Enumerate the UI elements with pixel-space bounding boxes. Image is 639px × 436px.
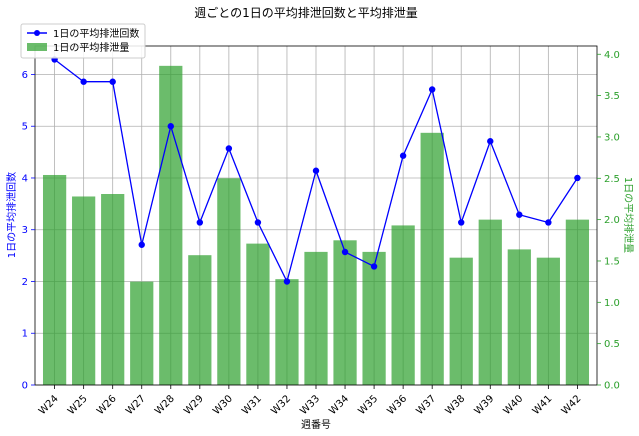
bar-series: [42, 65, 590, 385]
bar: [217, 178, 241, 385]
bar: [420, 132, 444, 385]
line-point: [341, 248, 349, 256]
line-point: [138, 241, 145, 248]
legend-line-dot: [34, 30, 40, 36]
x-tick-label: W27: [124, 393, 148, 417]
bar: [275, 279, 299, 385]
x-tick-label: W30: [211, 393, 235, 417]
legend-bar-swatch: [27, 43, 47, 51]
bar: [391, 225, 415, 385]
y-right-tick-label: 0.5: [604, 339, 620, 350]
y-left-tick-label: 2: [22, 277, 28, 288]
bar: [188, 255, 212, 385]
y-right-tick-label: 1.0: [604, 298, 620, 309]
bar: [536, 257, 560, 385]
y-right-tick-label: 3.0: [604, 132, 620, 143]
x-tick-label: W32: [269, 393, 293, 417]
line-point: [545, 219, 552, 226]
bar: [101, 194, 125, 385]
x-tick-label: W29: [182, 393, 206, 417]
line-point: [283, 278, 291, 285]
x-tick-label: W42: [560, 393, 584, 417]
bar: [72, 196, 96, 385]
legend-label-line: 1日の平均排泄回数: [53, 27, 139, 40]
y-axis-left-label: 1日の平均排泄回数: [5, 172, 18, 258]
line-point: [312, 167, 320, 174]
bar: [362, 251, 386, 385]
bar: [449, 257, 473, 385]
y-axis-right: 0.0 0.5 1.0 1.5 2.0 2.5 3.0 3.5 4.0: [597, 50, 620, 392]
line-series: [51, 56, 581, 285]
chart-title: 週ごとの1日の平均排泄回数と平均排泄量: [194, 5, 418, 20]
x-tick-label: W40: [502, 393, 526, 417]
line-point: [80, 78, 87, 85]
legend-label-bar: 1日の平均排泄量: [53, 41, 129, 54]
y-left-tick-label: 5: [22, 122, 28, 133]
x-axis: W24 W25 W26 W27 W28 W29 W30 W31 W32 W33 W34 W35 W36 W…: [37, 385, 584, 417]
x-tick-label: W24: [37, 393, 61, 417]
x-tick-label: W38: [444, 393, 468, 417]
y-left-tick-label: 1: [22, 329, 28, 340]
y-right-tick-label: 2.5: [604, 174, 620, 185]
bar: [507, 249, 531, 385]
y-right-tick-label: 1.5: [604, 256, 620, 267]
x-tick-label: W37: [415, 393, 439, 417]
x-tick-label: W35: [356, 393, 380, 417]
x-tick-label: W31: [240, 393, 264, 417]
x-axis-label: 週番号: [301, 419, 331, 431]
line-point: [399, 152, 407, 159]
legend: 1日の平均排泄回数 1日の平均排泄量: [20, 23, 146, 59]
y-right-tick-label: 4.0: [604, 50, 620, 61]
bar: [130, 281, 154, 385]
bar: [304, 251, 328, 385]
x-tick-label: W41: [531, 393, 555, 417]
y-axis-left: 0 1 2 3 4 5 6: [22, 70, 35, 392]
legend-box: [20, 23, 146, 59]
x-tick-label: W26: [95, 393, 119, 417]
line-point: [487, 138, 494, 145]
y-right-tick-label: 2.0: [604, 215, 620, 226]
line-point: [574, 174, 581, 182]
bar: [565, 219, 590, 385]
y-axis-right-label: 1日の平均排泄量: [622, 177, 635, 253]
bar: [246, 243, 270, 385]
x-tick-label: W33: [298, 393, 322, 417]
line-point: [516, 211, 523, 218]
y-right-tick-label: 3.5: [604, 91, 620, 102]
bar: [159, 65, 183, 385]
y-left-tick-label: 0: [22, 381, 28, 392]
y-left-tick-label: 6: [22, 70, 28, 81]
bar: [42, 174, 67, 385]
line-point: [254, 219, 262, 226]
x-tick-label: W34: [327, 393, 351, 417]
bar: [478, 219, 502, 385]
bar: [333, 240, 357, 385]
y-left-tick-label: 4: [22, 173, 28, 184]
line-point: [196, 219, 204, 226]
x-tick-label: W36: [385, 393, 409, 417]
y-right-tick-label: 0.0: [604, 381, 620, 392]
x-tick-label: W28: [153, 393, 177, 417]
line-point: [428, 86, 436, 93]
line-point: [225, 145, 233, 152]
y-left-tick-label: 3: [22, 225, 28, 236]
line-point: [109, 78, 116, 85]
line-point: [370, 263, 378, 270]
x-tick-label: W25: [66, 393, 90, 417]
x-tick-label: W39: [473, 393, 497, 417]
line-point: [458, 219, 465, 226]
line-point: [167, 123, 174, 130]
